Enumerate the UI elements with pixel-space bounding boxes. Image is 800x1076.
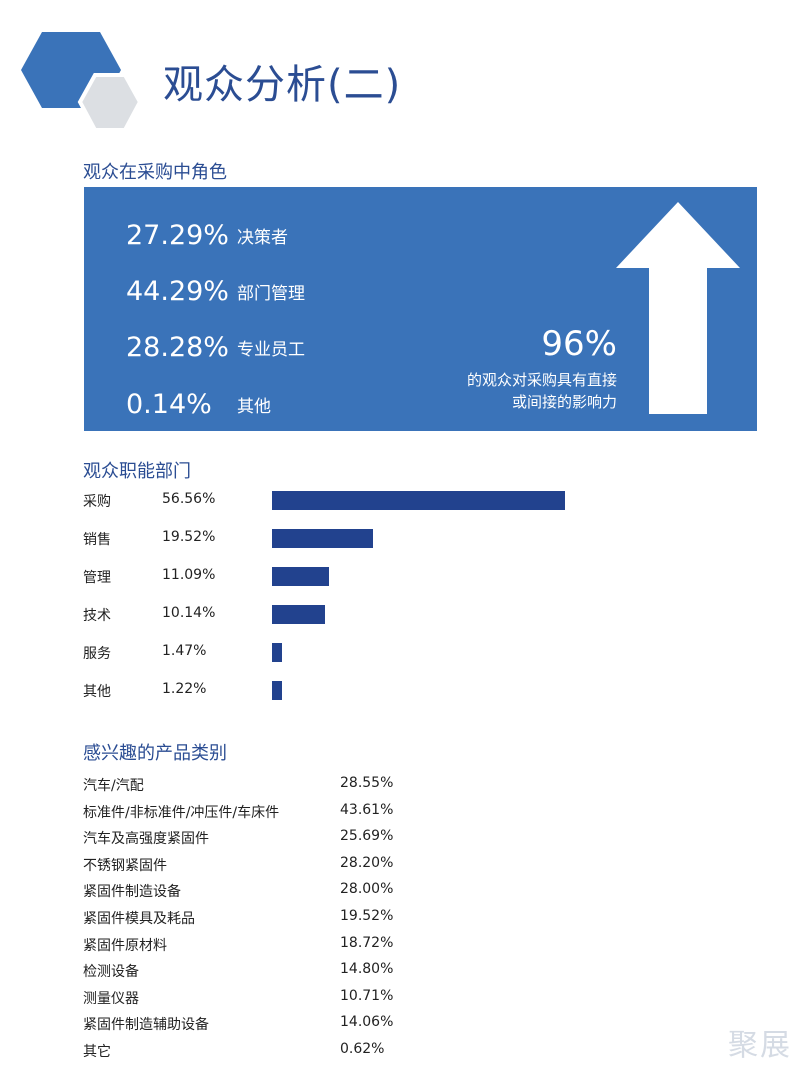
product-percent: 25.69% bbox=[340, 828, 394, 845]
influence-note-line2: 或间接的影响力 bbox=[511, 393, 617, 411]
department-percent: 1.47% bbox=[162, 643, 207, 659]
department-name: 销售 bbox=[83, 532, 111, 548]
product-percent: 43.61% bbox=[340, 801, 394, 818]
department-row: 销售 19.52% bbox=[83, 527, 683, 551]
product-row: 其它 0.62% bbox=[83, 1041, 403, 1063]
product-percent: 10.71% bbox=[340, 987, 394, 1004]
role-percent: 28.28% bbox=[126, 331, 229, 363]
product-row: 汽车及高强度紧固件 25.69% bbox=[83, 828, 403, 850]
product-name: 紧固件模具及耗品 bbox=[83, 911, 195, 927]
department-bar bbox=[272, 491, 565, 510]
department-row: 技术 10.14% bbox=[83, 603, 683, 627]
product-name: 汽车/汽配 bbox=[83, 778, 144, 794]
product-row: 紧固件制造设备 28.00% bbox=[83, 881, 403, 903]
department-percent: 56.56% bbox=[162, 491, 216, 507]
department-bar bbox=[272, 567, 329, 586]
product-percent: 18.72% bbox=[340, 934, 394, 951]
role-percent: 44.29% bbox=[126, 275, 229, 307]
product-row: 不锈钢紧固件 28.20% bbox=[83, 855, 403, 877]
product-name: 紧固件制造辅助设备 bbox=[83, 1017, 209, 1034]
products-section-title: 感兴趣的产品类别 bbox=[83, 743, 227, 764]
product-row: 标准件/非标准件/冲压件/车床件 43.61% bbox=[83, 802, 403, 824]
influence-percent: 96% bbox=[541, 324, 617, 364]
product-name: 测量仪器 bbox=[83, 990, 139, 1007]
product-name: 标准件/非标准件/冲压件/车床件 bbox=[83, 804, 280, 821]
department-percent: 11.09% bbox=[162, 567, 216, 583]
department-bar bbox=[272, 643, 282, 662]
product-row: 汽车/汽配 28.55% bbox=[83, 775, 403, 797]
product-row: 紧固件制造辅助设备 14.06% bbox=[83, 1014, 403, 1036]
department-row: 其他 1.22% bbox=[83, 679, 683, 703]
product-percent: 14.80% bbox=[340, 961, 394, 978]
department-name: 管理 bbox=[83, 570, 111, 586]
product-row: 检测设备 14.80% bbox=[83, 961, 403, 983]
product-percent: 28.00% bbox=[340, 881, 394, 898]
product-percent: 19.52% bbox=[340, 908, 394, 924]
product-percent: 0.62% bbox=[340, 1041, 385, 1057]
gray-hexagon-icon bbox=[77, 73, 143, 132]
department-name: 技术 bbox=[83, 608, 111, 624]
product-name: 不锈钢紧固件 bbox=[83, 857, 167, 874]
department-row: 采购 56.56% bbox=[83, 489, 683, 513]
department-name: 其他 bbox=[83, 684, 111, 700]
product-percent: 28.55% bbox=[340, 775, 394, 791]
role-label: 专业员工 bbox=[237, 339, 305, 360]
product-row: 测量仪器 10.71% bbox=[83, 988, 403, 1010]
product-name: 其它 bbox=[83, 1044, 111, 1060]
department-name: 采购 bbox=[83, 494, 111, 510]
up-arrow-icon bbox=[616, 202, 740, 414]
influence-note-line1: 的观众对采购具有直接 bbox=[466, 371, 617, 389]
product-row: 紧固件模具及耗品 19.52% bbox=[83, 908, 403, 930]
department-bar bbox=[272, 681, 282, 700]
department-name: 服务 bbox=[83, 646, 111, 662]
watermark: 聚展 bbox=[728, 1028, 792, 1063]
product-name: 检测设备 bbox=[83, 964, 139, 981]
product-row: 紧固件原材料 18.72% bbox=[83, 935, 403, 957]
department-percent: 10.14% bbox=[162, 605, 216, 621]
page-title: 观众分析(二) bbox=[163, 62, 402, 108]
department-row: 管理 11.09% bbox=[83, 565, 683, 589]
role-row: 0.14% 其他 bbox=[126, 384, 271, 424]
roles-panel: 27.29% 决策者 44.29% 部门管理 28.28% 专业员工 0.14%… bbox=[84, 187, 757, 431]
role-row: 27.29% 决策者 bbox=[126, 215, 288, 255]
department-percent: 19.52% bbox=[162, 529, 216, 545]
product-name: 紧固件原材料 bbox=[83, 937, 167, 954]
role-percent: 27.29% bbox=[126, 219, 229, 251]
department-bar bbox=[272, 529, 373, 548]
department-bar bbox=[272, 605, 325, 624]
departments-section-title: 观众职能部门 bbox=[83, 461, 191, 482]
product-name: 汽车及高强度紧固件 bbox=[83, 831, 209, 848]
product-name: 紧固件制造设备 bbox=[83, 884, 181, 901]
role-label: 部门管理 bbox=[237, 283, 305, 304]
department-percent: 1.22% bbox=[162, 681, 207, 697]
product-percent: 28.20% bbox=[340, 854, 394, 871]
role-label: 决策者 bbox=[237, 227, 288, 248]
role-label: 其他 bbox=[237, 396, 271, 417]
role-percent: 0.14% bbox=[126, 388, 212, 420]
role-row: 28.28% 专业员工 bbox=[126, 327, 305, 367]
role-row: 44.29% 部门管理 bbox=[126, 271, 305, 311]
roles-section-title: 观众在采购中角色 bbox=[83, 162, 227, 183]
product-percent: 14.06% bbox=[340, 1014, 394, 1031]
department-row: 服务 1.47% bbox=[83, 641, 683, 665]
hexagon-decoration bbox=[21, 32, 143, 132]
